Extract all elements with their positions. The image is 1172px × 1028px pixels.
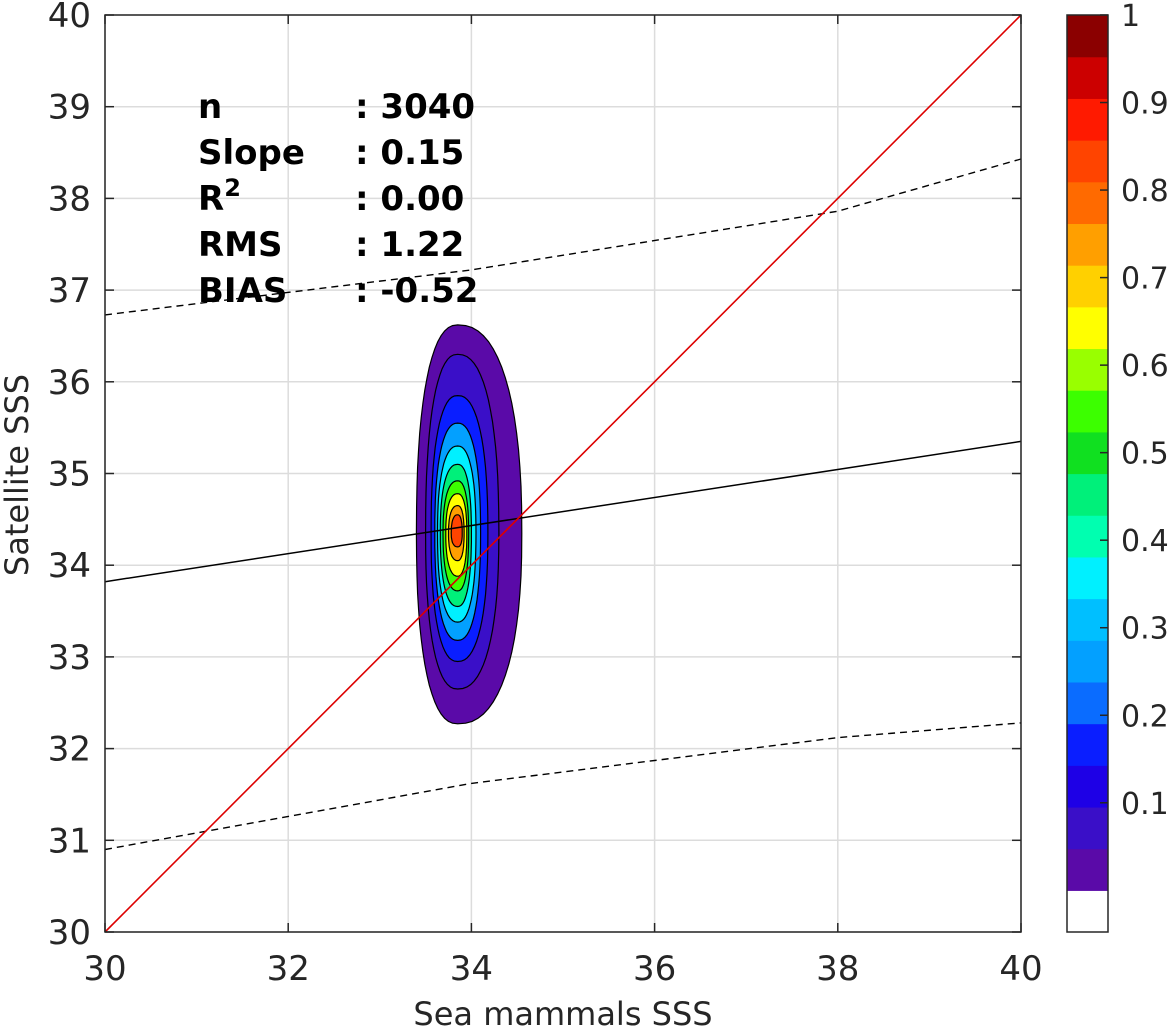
y-tick-label: 32	[48, 730, 91, 770]
y-tick-label: 39	[48, 88, 91, 128]
axis-ticks: 30 32 34 36 38 40 30 31 32 33 34 35 36 37 38 39 40	[48, 0, 1043, 989]
y-tick-label: 33	[48, 638, 91, 678]
colorbar-bin	[1067, 890, 1108, 933]
stat-value: : 3040	[355, 87, 475, 127]
colorbar-bin	[1067, 306, 1108, 350]
colorbar-bin	[1067, 223, 1108, 266]
density-contours	[415, 324, 523, 725]
colorbar-tick-label: 0.7	[1121, 262, 1169, 297]
colorbar-bin	[1067, 515, 1108, 558]
y-tick-label: 30	[48, 913, 91, 953]
y-tick-label: 38	[48, 179, 91, 219]
colorbar-bin	[1067, 765, 1108, 808]
y-tick-label: 35	[48, 455, 91, 495]
stat-value: : -0.52	[355, 271, 478, 311]
colorbar-bin	[1067, 15, 1108, 58]
y-axis-label: Satellite SSS	[0, 374, 36, 576]
colorbar-bin	[1067, 723, 1108, 766]
y-tick-label: 36	[48, 363, 91, 403]
colorbar-bin	[1067, 56, 1108, 99]
colorbar-tick-label: 0.1	[1121, 787, 1169, 822]
statistics-box: n : 3040 Slope : 0.15 R2 : 0.00 RMS : 1.22 BIAS:…	[198, 87, 478, 311]
colorbar-bin	[1067, 473, 1108, 516]
colorbar-bin	[1067, 806, 1108, 850]
colorbar-bin	[1067, 556, 1108, 600]
colorbar-bin	[1067, 348, 1108, 391]
upper-bound-line	[104, 158, 1022, 316]
stat-superscript: 2	[224, 174, 241, 202]
colorbar-tick-label: 0.6	[1121, 349, 1169, 384]
stat-label: Slope	[198, 133, 305, 173]
one-to-one-line	[104, 14, 1022, 933]
y-tick-label: 31	[48, 821, 91, 861]
colorbar-tick-label: 0.3	[1121, 612, 1169, 647]
stat-label: R2	[198, 174, 241, 219]
lower-bound-line	[104, 722, 1022, 851]
x-tick-label: 32	[267, 949, 310, 989]
colorbar-tick-label: 0.4	[1121, 524, 1169, 559]
colorbar-frame	[1066, 14, 1109, 933]
y-tick-label: 37	[48, 271, 91, 311]
colorbar-tick-label: 0.2	[1121, 699, 1169, 734]
colorbar: 0.1 0.2 0.3 0.4 0.5 0.6 0.7 0.8 0.9 1	[1066, 0, 1169, 933]
x-tick-label: 38	[816, 949, 859, 989]
colorbar-tick-label: 0.5	[1121, 437, 1169, 472]
stat-label: BIAS	[198, 271, 287, 311]
y-tick-label: 34	[48, 546, 91, 586]
colorbar-bin	[1067, 181, 1108, 225]
contour-level	[450, 514, 463, 548]
regression-line	[104, 440, 1022, 583]
colorbar-bin	[1067, 598, 1108, 641]
colorbar-bin	[1067, 98, 1108, 141]
colorbar-bin	[1067, 681, 1108, 725]
colorbar-bin	[1067, 848, 1108, 891]
colorbar-tick-label: 1	[1121, 0, 1140, 34]
x-tick-label: 36	[633, 949, 676, 989]
colorbar-tick-label: 0.9	[1121, 87, 1169, 122]
x-tick-label: 34	[450, 949, 493, 989]
colorbar-bin	[1067, 265, 1108, 308]
x-axis-label: Sea mammals SSS	[413, 995, 712, 1028]
colorbar-tick-label: 0.8	[1121, 174, 1169, 209]
stat-value: : 0.15	[355, 133, 464, 173]
stat-value: : 0.00	[355, 179, 464, 219]
stat-label: RMS	[198, 225, 283, 265]
colorbar-bin	[1067, 140, 1108, 183]
x-tick-label: 30	[83, 949, 126, 989]
colorbar-bin	[1067, 390, 1108, 433]
x-tick-label: 40	[999, 949, 1042, 989]
y-tick-label: 40	[48, 0, 91, 36]
fit-lines	[104, 14, 1022, 933]
colorbar-bin	[1067, 640, 1108, 683]
stat-label: n	[198, 87, 222, 127]
stat-value: : 1.22	[355, 225, 464, 265]
